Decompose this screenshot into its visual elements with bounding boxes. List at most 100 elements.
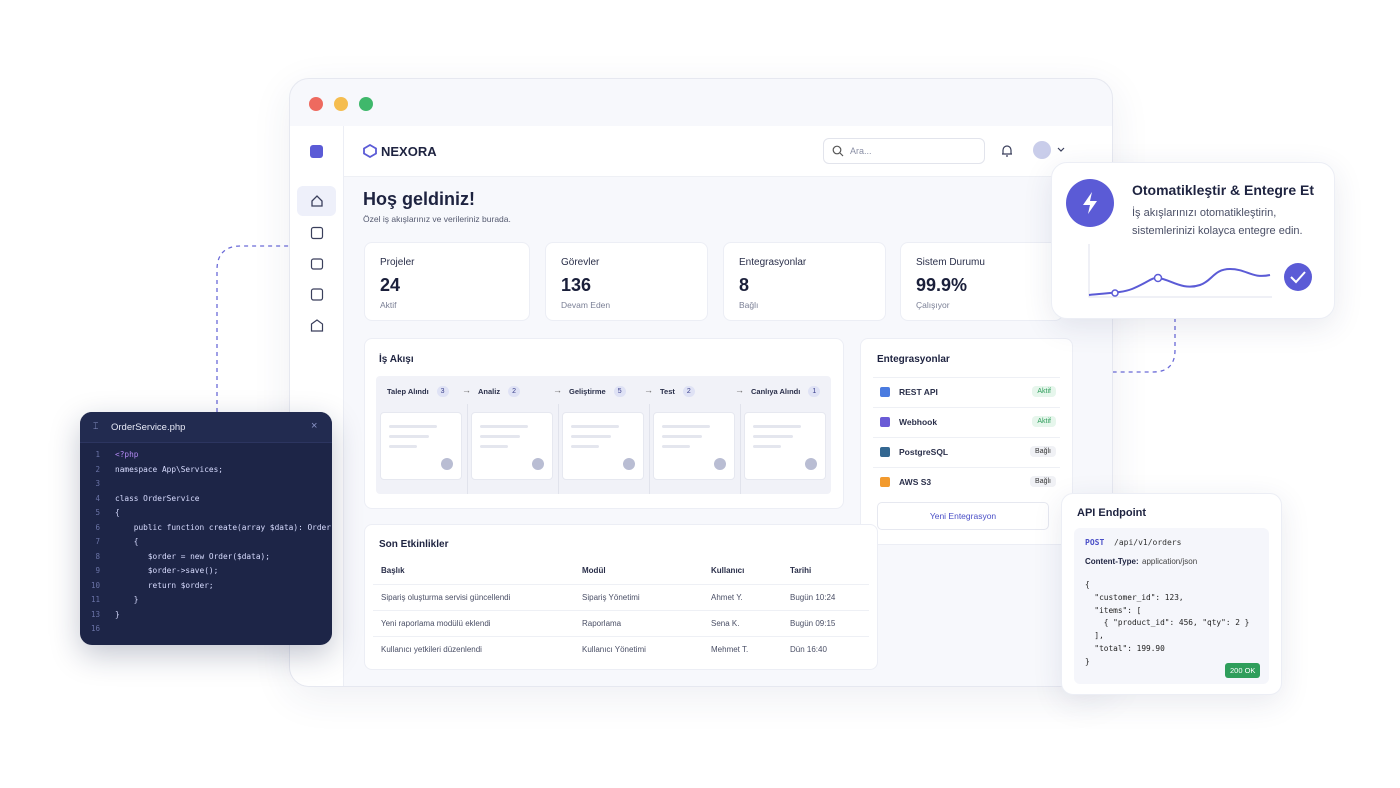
placeholder-line (662, 435, 702, 438)
column-header: Tarihi (790, 566, 812, 575)
assignee-avatar (532, 458, 544, 470)
divider (873, 437, 1060, 438)
activities-panel: Son Etkinlikler Başlık Modül Kullanıcı Tari… (364, 524, 878, 670)
placeholder-line (480, 435, 520, 438)
stage-name: Talep Alındı (387, 387, 429, 396)
endpoint-path: /api/v1/orders (1114, 538, 1182, 547)
line-number: 5 (95, 508, 100, 517)
search-box[interactable]: Ara... (823, 138, 985, 164)
arrow: → (462, 385, 471, 395)
stage-header: Geliştirme 5 (569, 386, 626, 397)
stat-card: Entegrasyonlar 8 Bağlı (723, 242, 886, 321)
stat-card: Projeler 24 Aktif (364, 242, 530, 321)
app-icon[interactable] (310, 145, 323, 158)
arrow: → (735, 385, 744, 395)
placeholder-line (389, 435, 429, 438)
assignee-avatar (805, 458, 817, 470)
trend-illustration (1088, 244, 1312, 298)
line-number: 11 (90, 595, 100, 604)
window-dot[interactable] (309, 97, 323, 111)
header-name: Content-Type: (1085, 557, 1139, 566)
panel-title: Son Etkinlikler (379, 539, 449, 550)
stat-label: Entegrasyonlar (739, 257, 807, 268)
column-divider (740, 404, 741, 494)
integration-name: PostgreSQL (899, 447, 949, 457)
http-method: POST (1085, 538, 1105, 547)
stat-card: Görevler 136 Devam Eden (545, 242, 708, 321)
window-dot[interactable] (359, 97, 373, 111)
integration-icon (880, 447, 890, 457)
divider (873, 407, 1060, 408)
table-cell: Kullanıcı yetkileri düzenlendi (381, 645, 482, 654)
search-placeholder: Ara... (850, 146, 872, 156)
chevron[interactable] (1057, 147, 1065, 153)
divider (873, 467, 1060, 468)
line-number: 1 (95, 450, 100, 459)
table-cell: Bugün 09:15 (790, 619, 836, 628)
stat-value: 99.9% (916, 275, 968, 295)
placeholder-line (571, 425, 619, 428)
placeholder-line (662, 425, 710, 428)
json-line: "customer_id": 123, (1085, 592, 1184, 602)
divider (873, 377, 1060, 378)
nav-icons[interactable] (310, 226, 324, 376)
close-button[interactable]: × (311, 420, 318, 432)
line-number: 13 (90, 609, 100, 619)
column-header: Başlık (381, 566, 405, 575)
table-cell: Sipariş Yönetimi (582, 593, 640, 602)
table-cell: Raporlama (582, 619, 622, 628)
stat-note: Devam Eden (561, 300, 611, 310)
code-header: ⌶ OrderService.php × (80, 412, 332, 443)
assignee-avatar (441, 458, 453, 470)
code-line: $order->save(); (115, 566, 219, 575)
line-number: 6 (95, 522, 100, 532)
panel-title: İş Akışı (379, 354, 414, 365)
status-badge: Bağlı (1030, 476, 1056, 487)
home-icon (311, 195, 323, 207)
stage-count: 1 (808, 386, 821, 397)
integration-icon (880, 387, 890, 397)
placeholder-line (753, 445, 781, 448)
stat-note: Aktif (380, 300, 397, 310)
integration-name: Webhook (899, 417, 938, 427)
automation-title: Otomatikleştir & Entegre Et (1132, 182, 1315, 198)
top-bar: NEXORA Ara... (344, 126, 1112, 177)
stat-note: Çalışıyor (916, 300, 950, 310)
avatar[interactable] (1033, 141, 1051, 159)
task-card (744, 412, 826, 480)
column-divider (649, 404, 650, 494)
row-divider (373, 610, 869, 611)
row-divider (373, 636, 869, 637)
line-number: 4 (95, 493, 100, 503)
file-icon: ⌶ (93, 421, 99, 431)
json-line: { "product_id": 456, "qty": 2 } (1085, 618, 1250, 628)
nav-active[interactable] (297, 186, 336, 216)
table-cell: Bugün 10:24 (790, 593, 836, 602)
brand: NEXORA (381, 144, 437, 159)
line-number: 2 (95, 464, 100, 474)
stage-header: Analiz 2 (478, 386, 520, 397)
code-line: } (115, 595, 139, 604)
line-number: 8 (95, 551, 100, 561)
bell-icon[interactable] (1000, 144, 1014, 158)
search-icon (832, 145, 844, 157)
code-line: namespace App\Services; (115, 464, 223, 474)
assignee-avatar (623, 458, 635, 470)
stat-label: Sistem Durumu (916, 257, 985, 268)
placeholder-line (480, 425, 528, 428)
integration-name: AWS S3 (899, 477, 932, 487)
stat-value: 24 (380, 275, 401, 295)
placeholder-line (753, 435, 793, 438)
task-card (562, 412, 644, 480)
column-divider (467, 404, 468, 494)
new-integration-button[interactable]: Yeni Entegrasyon (877, 502, 1049, 530)
automation-text: sistemlerinizi kolayca entegre edin. (1132, 225, 1303, 237)
table-cell: Kullanıcı Yönetimi (582, 645, 646, 654)
status-badge: 200 OK (1225, 663, 1261, 678)
app-window: NEXORA Ara... Hoş geldiniz! Özel iş akış… (289, 78, 1113, 687)
column-header: Modül (582, 566, 606, 575)
window-dot[interactable] (334, 97, 348, 111)
table-cell: Sena K. (711, 619, 740, 628)
code-line: public function create(array $data): Ord… (115, 522, 331, 532)
task-card (380, 412, 462, 480)
